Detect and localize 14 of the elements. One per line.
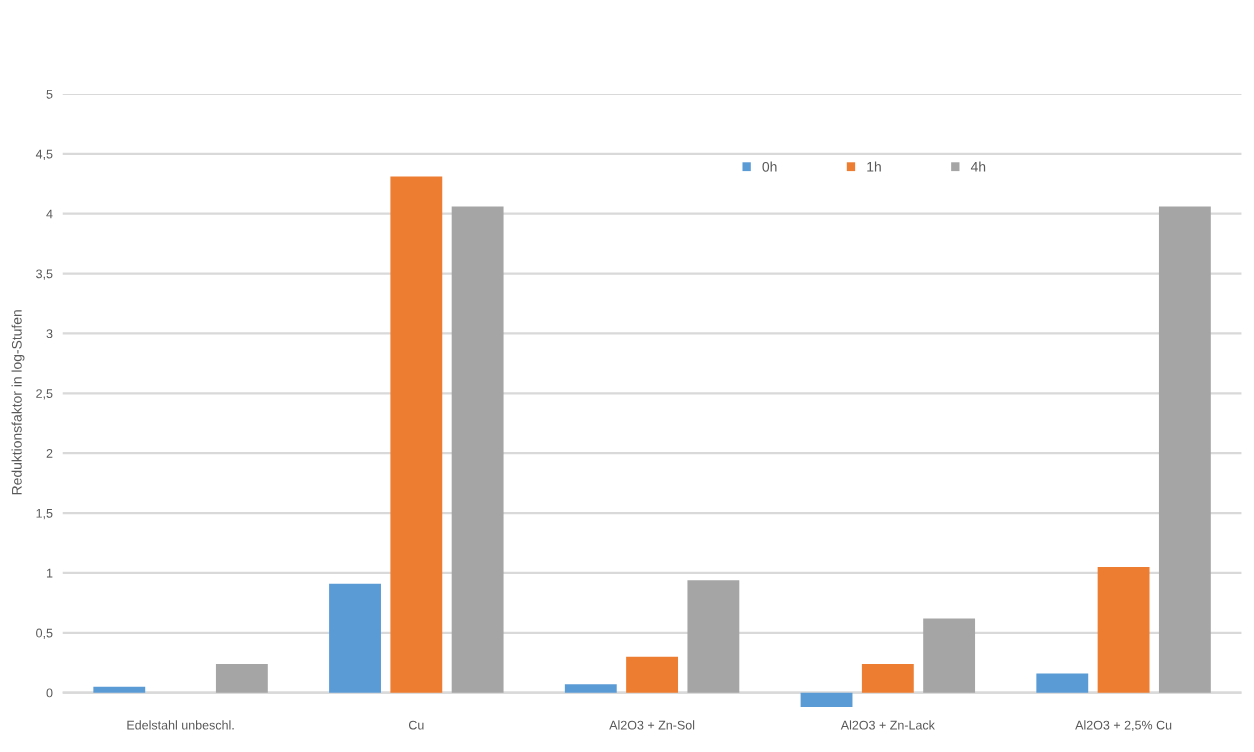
- bar: [564, 684, 617, 693]
- bar: [800, 692, 853, 708]
- bar: [451, 206, 504, 693]
- bar: [923, 618, 976, 693]
- bar: [329, 583, 381, 693]
- bar: [687, 580, 740, 693]
- bar: [1097, 566, 1150, 693]
- bar: [1036, 673, 1089, 693]
- bar: [93, 686, 146, 693]
- bar: [626, 656, 679, 693]
- bar: [215, 663, 268, 693]
- bar: [861, 663, 914, 693]
- bar: [1158, 206, 1211, 693]
- bar: [390, 176, 443, 693]
